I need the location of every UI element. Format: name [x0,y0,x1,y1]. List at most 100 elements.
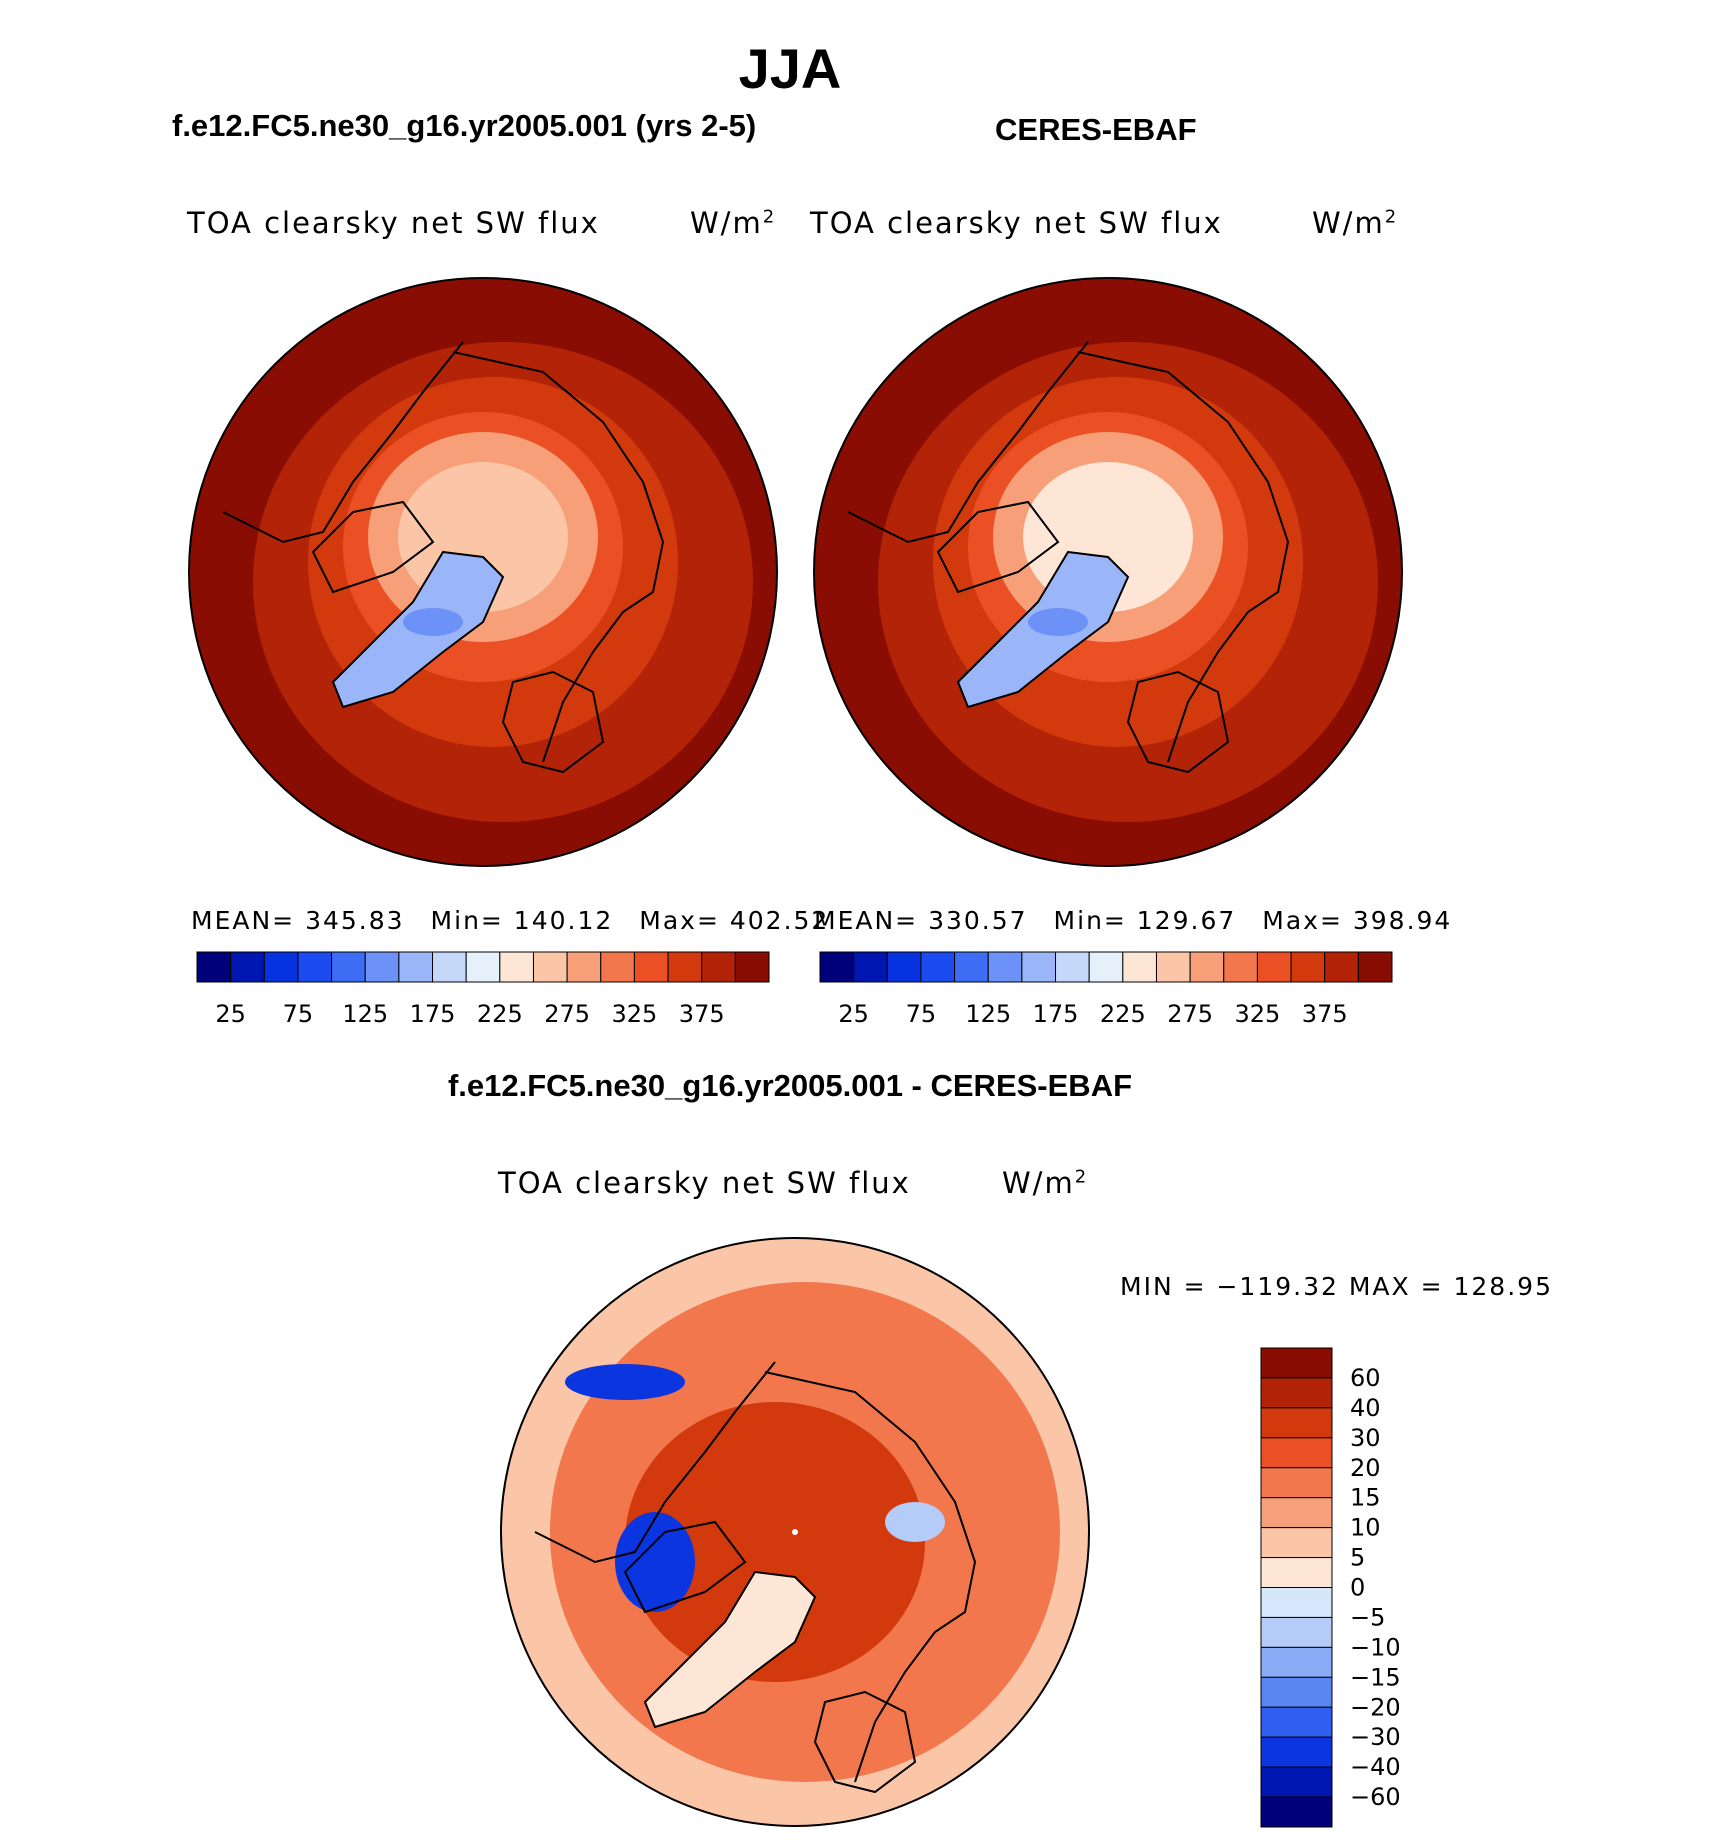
arctic-islands-coastline [936,500,1060,594]
left-map-border [188,277,778,867]
scandinavia-coastline [501,670,605,774]
left-mean: MEAN= 345.83 [191,906,405,935]
diff-cbar-swatch-15 [1260,1796,1333,1828]
left-cbar-swatch-9 [499,951,534,983]
right-cbar-swatch-4 [954,951,989,983]
diff-cbar-tick-label-9: −10 [1350,1633,1401,1661]
north-pole-marker [792,1529,798,1535]
left-cbar-swatch-3 [297,951,333,983]
diff-cbar-tick-label-4: 15 [1350,1484,1381,1512]
diff-cbar-tick-label-13: −40 [1350,1753,1401,1781]
diff-blue-patch-2 [615,1512,695,1612]
left-units-label: W/m2 [690,206,777,240]
right-stats: MEAN= 330.57 Min= 129.67 Max= 398.94 [814,906,1478,935]
right-cbar-tick-label-4: 225 [1100,1000,1146,1028]
left-cbar-swatch-10 [532,951,568,983]
diff-cbar-swatch-2 [1260,1407,1333,1439]
scandinavia-coastline [813,1690,917,1794]
diff-cbar-swatch-14 [1260,1766,1333,1798]
left-cbar-swatch-2 [263,951,299,983]
left-cbar-tick-label-3: 175 [410,1000,456,1028]
right-cbar-swatch-10 [1155,951,1191,983]
eurasia-coastline [764,1371,977,1783]
diff-greenland [643,1570,817,1729]
right-cbar-swatch-6 [1021,951,1057,983]
eurasia-coastline [452,351,665,763]
left-cbar-swatch-1 [230,951,265,983]
diff-cbar-swatch-12 [1260,1706,1333,1738]
right-cbar-swatch-0 [819,951,855,983]
diff-cbar-swatch-11 [1260,1676,1333,1708]
right-cbar-swatch-15 [1324,951,1359,983]
diff-cbar-swatch-10 [1260,1646,1333,1678]
scandinavia-coastline [1126,670,1230,774]
diff-cbar-swatch-7 [1260,1557,1333,1588]
right-cbar-tick-label-7: 375 [1302,1000,1348,1028]
left-cbar-swatch-0 [196,951,232,983]
right-cbar-swatch-7 [1055,951,1090,983]
diff-minmax: MIN = −119.32 MAX = 128.95 [1120,1272,1553,1301]
right-cbar-swatch-2 [886,951,922,983]
left-cbar-tick-label-2: 125 [342,1000,388,1028]
diff-lightblue-patch [885,1502,945,1542]
left-max: Max= 402.52 [639,906,830,935]
eurasia-coastline [1077,351,1290,763]
left-cbar-tick-label-5: 275 [544,1000,590,1028]
left-polar-map [189,278,777,866]
diff-cbar-tick-label-5: 10 [1350,1514,1381,1542]
left-colorbar: 25 75 125 175 225 275 325 375 [196,951,770,1028]
diff-cbar-tick-label-2: 30 [1350,1424,1381,1452]
right-cbar-swatch-13 [1256,951,1292,983]
left-cbar-swatch-14 [667,951,703,983]
left-cbar-swatch-15 [701,951,736,983]
right-cbar-tick-label-0: 25 [838,1000,869,1028]
left-stats: MEAN= 345.83 Min= 140.12 Max= 402.52 [191,906,855,935]
right-cbar-swatch-8 [1088,951,1124,983]
diff-cbar-tick-label-0: 60 [1350,1364,1381,1392]
diff-cbar-tick-label-1: 40 [1350,1394,1381,1422]
left-cbar-swatch-11 [566,951,602,983]
right-variable-label: TOA clearsky net SW flux [810,206,1223,240]
right-mean: MEAN= 330.57 [814,906,1028,935]
right-cbar-tick-label-6: 325 [1235,1000,1281,1028]
diff-cbar-tick-label-8: −5 [1350,1603,1385,1631]
america-coastline [534,1361,776,1564]
right-colorbar: 25 75 125 175 225 275 325 375 [819,951,1393,1028]
diff-blue-patch-1 [565,1364,685,1400]
diff-cbar-swatch-13 [1260,1736,1333,1768]
left-cbar-tick-label-7: 375 [679,1000,725,1028]
diff-cbar-swatch-4 [1260,1467,1333,1499]
right-cbar-tick-label-3: 175 [1033,1000,1079,1028]
right-cbar-swatch-9 [1122,951,1157,983]
figure-title: JJA [738,37,842,100]
diff-cbar-tick-label-14: −60 [1350,1783,1401,1811]
right-panel-title: CERES-EBAF [995,112,1197,147]
diff-cbar-tick-label-7: 0 [1350,1574,1365,1602]
diff-cbar-tick-label-12: −30 [1350,1723,1401,1751]
right-map-border [813,277,1403,867]
diff-cbar-tick-label-3: 20 [1350,1454,1381,1482]
diff-cbar-swatch-3 [1260,1437,1333,1469]
right-cbar-swatch-14 [1290,951,1326,983]
diff-cbar-swatch-8 [1260,1587,1333,1618]
right-cbar-tick-label-2: 125 [965,1000,1011,1028]
diff-cbar-swatch-5 [1260,1497,1333,1529]
left-cbar-swatch-13 [633,951,669,983]
diff-panel-title: f.e12.FC5.ne30_g16.yr2005.001 - CERES-EB… [447,1068,1133,1103]
diff-map-border [500,1237,1090,1827]
right-units-label: W/m2 [1312,206,1399,240]
diff-variable-label: TOA clearsky net SW flux [498,1166,911,1200]
greenland-core [403,608,463,636]
diff-cbar-swatch-0 [1260,1347,1333,1379]
left-min: Min= 140.12 [430,906,614,935]
arctic-islands-coastline [311,500,435,594]
diff-polar-map [501,1238,1089,1826]
left-cbar-swatch-7 [432,951,467,983]
arctic-islands-coastline [623,1520,747,1614]
right-cbar-tick-label-1: 75 [906,1000,937,1028]
right-min: Min= 129.67 [1053,906,1237,935]
right-cbar-swatch-3 [920,951,956,983]
right-polar-map [814,278,1402,866]
diff-arctic [625,1402,925,1682]
